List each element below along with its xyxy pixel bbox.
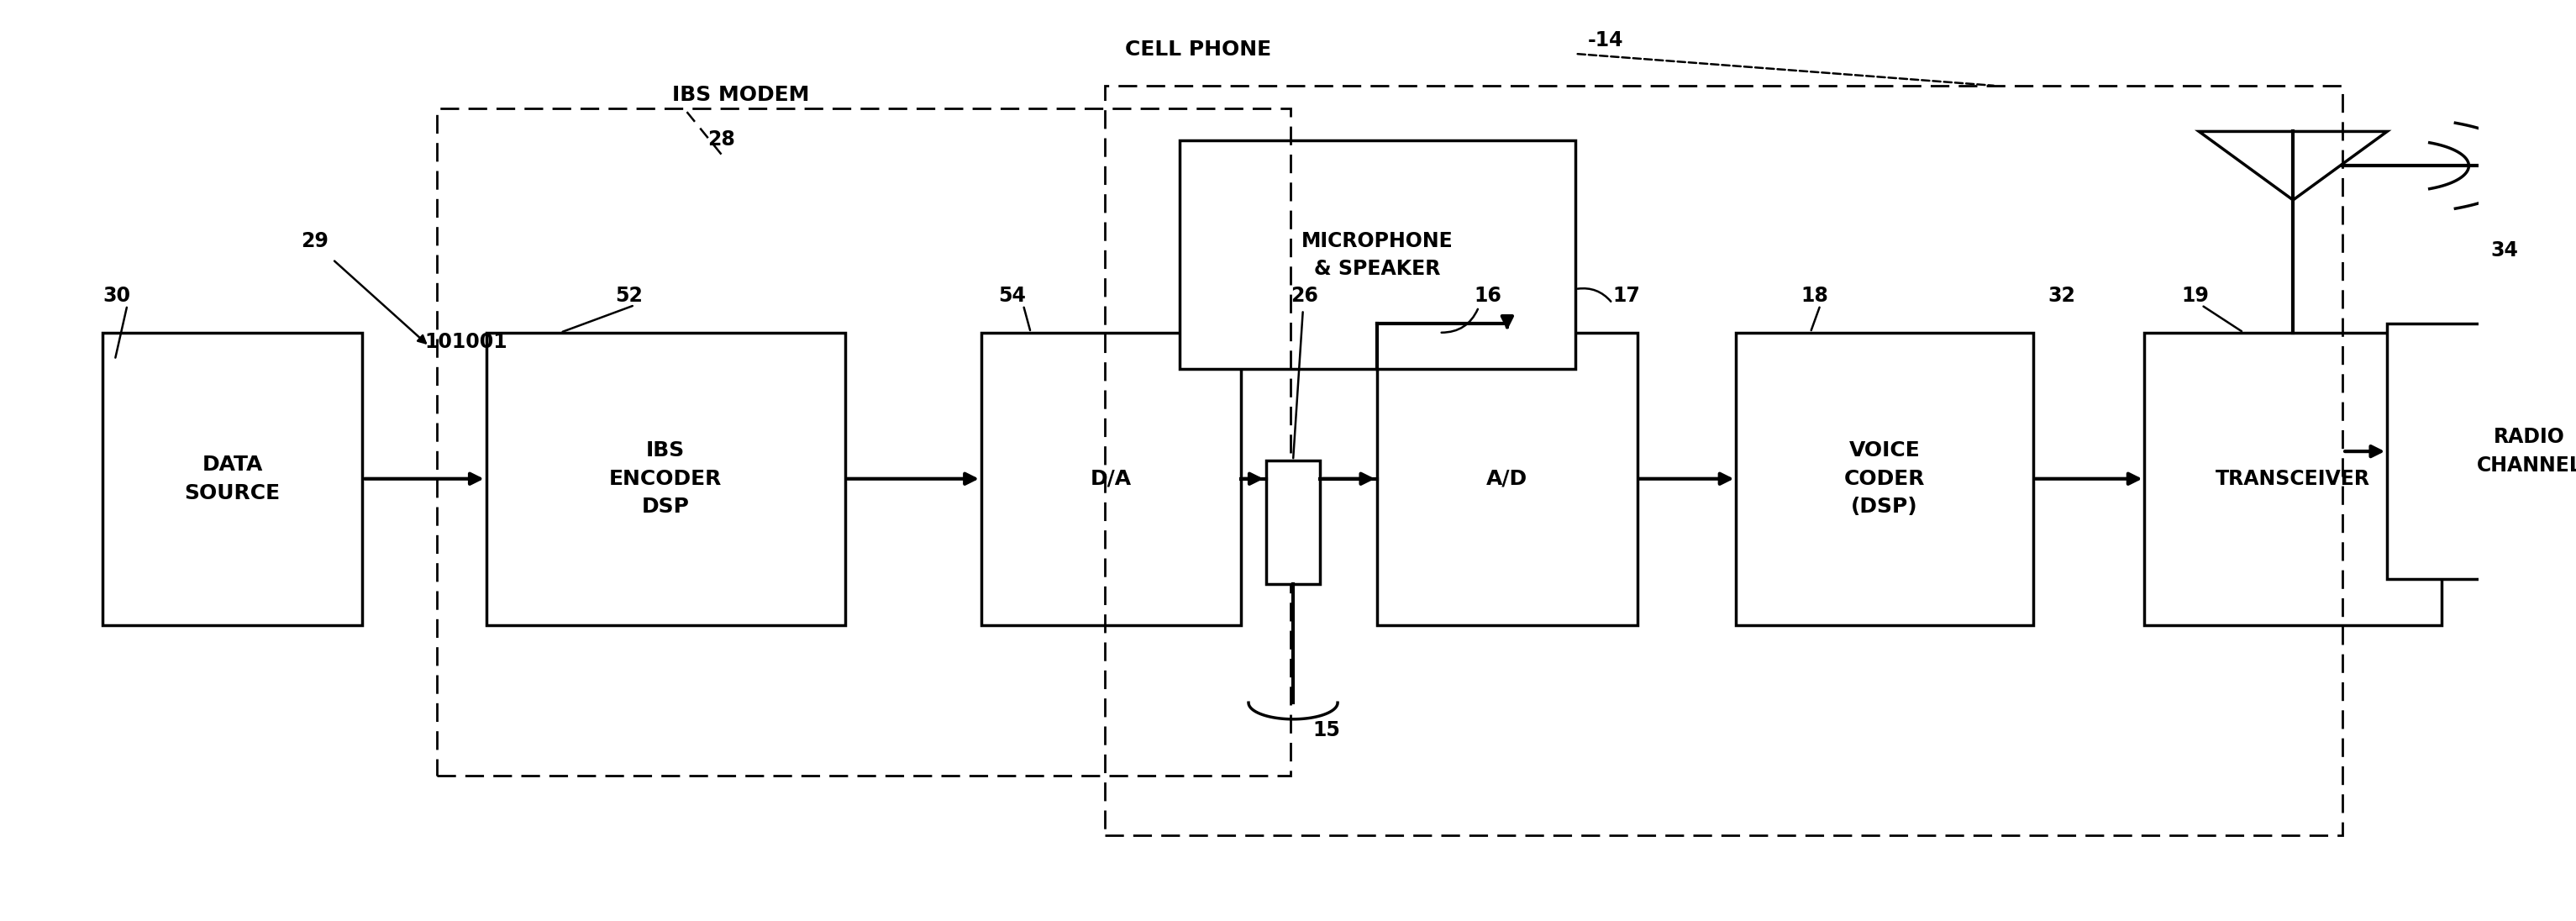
Bar — [1378, 332, 1638, 625]
Bar — [1736, 332, 2032, 625]
Text: IBS
ENCODER
DSP: IBS ENCODER DSP — [608, 440, 721, 517]
Bar — [438, 109, 1291, 775]
Text: 101001: 101001 — [425, 332, 507, 352]
Text: TRANSCEIVER: TRANSCEIVER — [2215, 469, 2370, 489]
Text: 26: 26 — [1291, 286, 1319, 306]
Text: A/D: A/D — [1486, 469, 1528, 489]
Bar — [1265, 460, 1321, 584]
Text: 16: 16 — [1473, 286, 1502, 306]
Bar — [981, 332, 1242, 625]
Text: VOICE
CODER
(DSP): VOICE CODER (DSP) — [1844, 440, 1924, 517]
Text: 29: 29 — [301, 231, 327, 251]
Text: 17: 17 — [1613, 286, 1641, 306]
Text: RADIO
CHANNEL: RADIO CHANNEL — [2476, 427, 2576, 475]
Text: MICROPHONE
& SPEAKER: MICROPHONE & SPEAKER — [1301, 230, 1453, 279]
Bar — [487, 332, 845, 625]
Text: DATA
SOURCE: DATA SOURCE — [185, 455, 281, 503]
Text: IBS MODEM: IBS MODEM — [672, 85, 809, 105]
Text: 18: 18 — [1801, 286, 1829, 306]
Text: 28: 28 — [708, 130, 734, 150]
Bar — [103, 332, 363, 625]
Text: 34: 34 — [2491, 240, 2519, 261]
Text: 19: 19 — [2182, 286, 2210, 306]
Text: 32: 32 — [2048, 286, 2076, 306]
Bar — [2146, 332, 2442, 625]
Text: 30: 30 — [103, 286, 131, 306]
Text: 52: 52 — [616, 286, 641, 306]
Text: 15: 15 — [1314, 720, 1340, 740]
Text: -14: -14 — [1587, 30, 1623, 50]
Bar — [2388, 323, 2576, 579]
Text: D/A: D/A — [1090, 469, 1131, 489]
Text: 54: 54 — [999, 286, 1025, 306]
Text: CELL PHONE: CELL PHONE — [1126, 39, 1270, 59]
Bar — [1105, 86, 2342, 835]
Bar — [1180, 141, 1577, 369]
